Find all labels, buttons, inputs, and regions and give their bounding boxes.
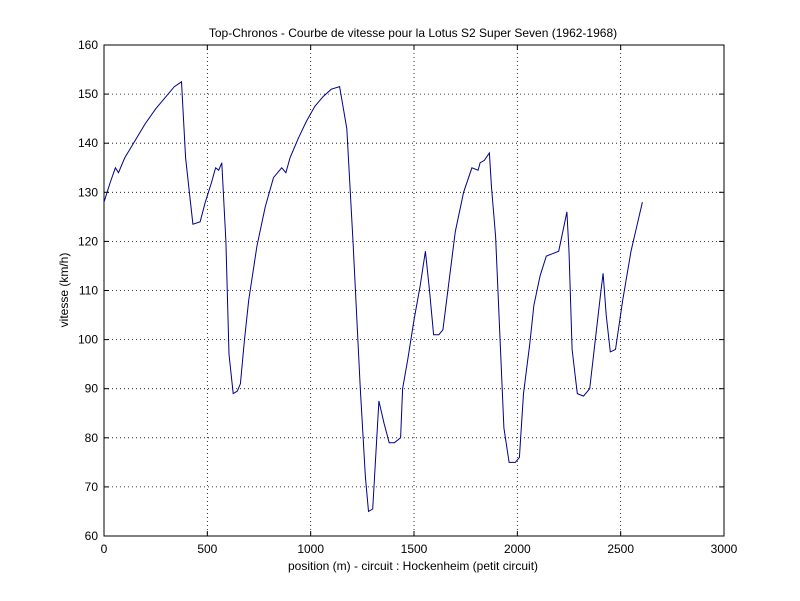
y-tick-label: 70 bbox=[85, 480, 99, 494]
y-tick-label: 60 bbox=[85, 529, 99, 543]
series-group bbox=[103, 80, 643, 513]
y-tick-label: 90 bbox=[85, 382, 99, 396]
chart-title: Top-Chronos - Courbe de vitesse pour la … bbox=[209, 26, 617, 40]
y-tick-label: 110 bbox=[79, 284, 98, 298]
x-tick-label: 3000 bbox=[711, 542, 738, 556]
y-tick-label: 150 bbox=[78, 87, 98, 101]
x-tick-label: 2500 bbox=[607, 542, 634, 556]
y-tick-label: 140 bbox=[78, 136, 98, 150]
y-tick-label: 130 bbox=[78, 185, 98, 199]
x-axis-label: position (m) - circuit : Hockenheim (pet… bbox=[288, 559, 538, 573]
y-tick-label: 100 bbox=[78, 333, 98, 347]
x-tick-label: 0 bbox=[101, 542, 108, 556]
grid bbox=[104, 45, 724, 536]
tick-labels: 0 500 1000 1500 2000 2500 3000 60 70 80 90 100 110 12… bbox=[78, 38, 738, 556]
y-tick-label: 160 bbox=[78, 38, 98, 52]
x-tick-label: 2000 bbox=[504, 542, 531, 556]
y-tick-label: 80 bbox=[85, 431, 99, 445]
x-tick-label: 1000 bbox=[297, 542, 324, 556]
x-tick-label: 1500 bbox=[401, 542, 428, 556]
x-tick-label: 500 bbox=[197, 542, 217, 556]
axis-ticks bbox=[103, 44, 725, 537]
y-axis-label: vitesse (km/h) bbox=[57, 253, 71, 328]
speed-series-line bbox=[103, 80, 643, 513]
y-tick-label: 120 bbox=[78, 234, 98, 248]
